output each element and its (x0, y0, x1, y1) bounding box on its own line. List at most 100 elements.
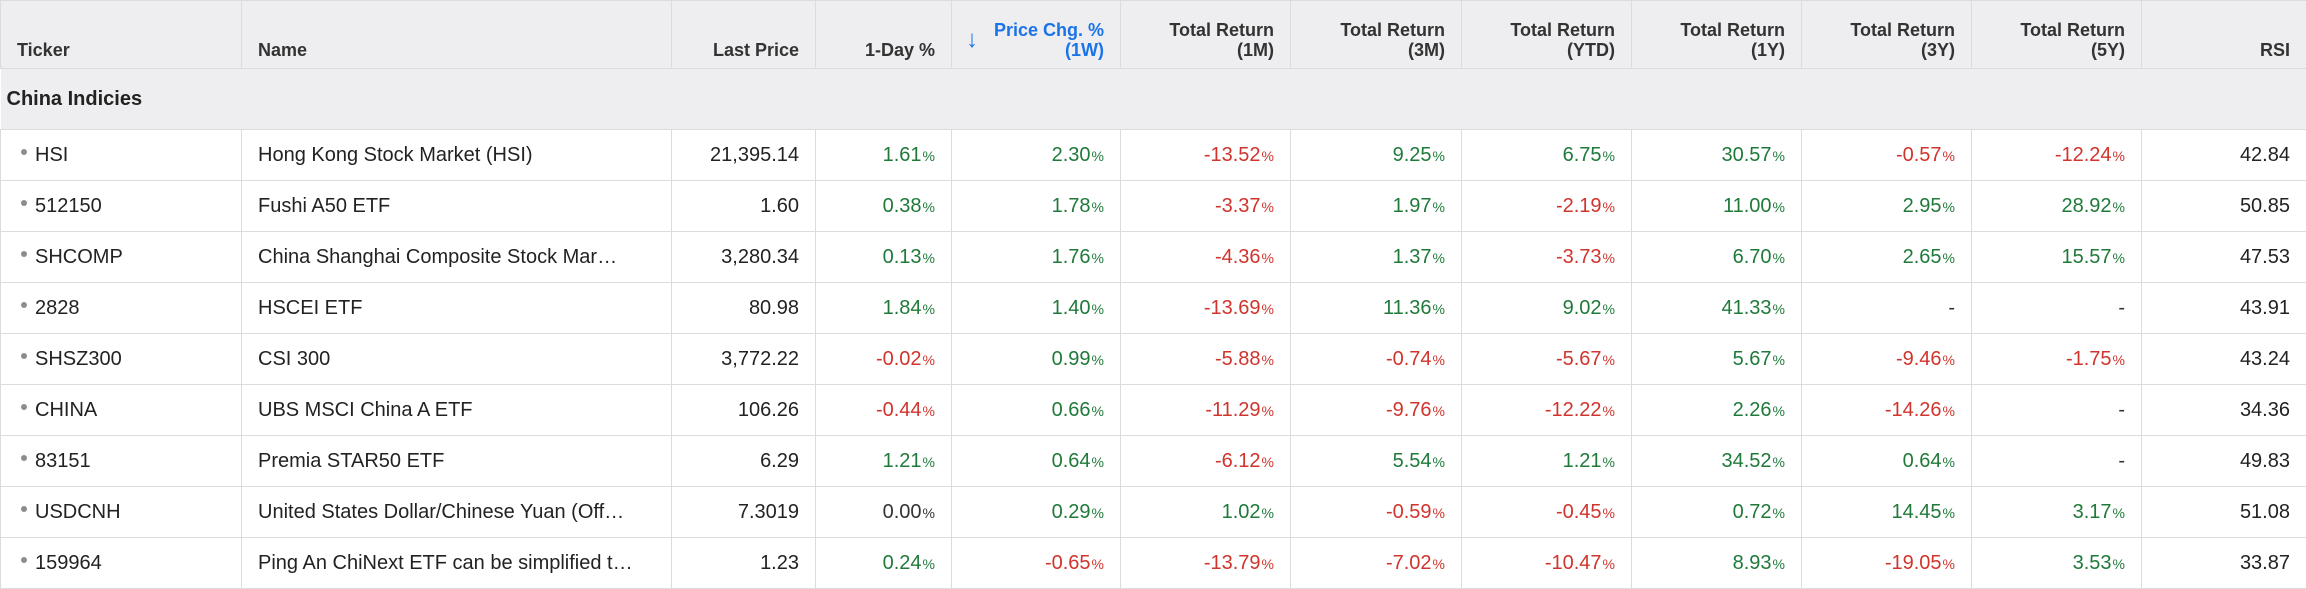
column-header-label: (3M) (1307, 40, 1445, 60)
cell-name[interactable]: Premia STAR50 ETF (242, 436, 672, 487)
cell-rsi: 51.08 (2142, 487, 2306, 538)
ticker-symbol[interactable]: SHSZ300 (35, 348, 122, 370)
table-row[interactable]: SHCOMP China Shanghai Composite Stock Mar… (1, 232, 2306, 283)
instrument-name[interactable]: United States Dollar/Chinese Yuan (Off… (258, 501, 624, 524)
cell-name[interactable]: HSCEI ETF (242, 283, 672, 334)
cell-last: 3,280.34 (672, 232, 816, 283)
percent-sign: % (1433, 199, 1445, 215)
value-text: -0.65 (1045, 552, 1091, 574)
value-text: 7.3019 (738, 501, 799, 523)
cell-last: 7.3019 (672, 487, 816, 538)
value-text: 30.57 (1721, 144, 1771, 166)
cell-ticker[interactable]: HSI (1, 130, 242, 181)
arrow-down-icon[interactable]: ↓ (966, 28, 978, 52)
percent-sign: % (1092, 403, 1104, 419)
ticker-symbol[interactable]: 159964 (35, 552, 102, 574)
column-header-m3[interactable]: Total Return(3M) (1291, 1, 1462, 69)
percent-sign: % (923, 556, 935, 572)
cell-name[interactable]: Fushi A50 ETF (242, 181, 672, 232)
group-row: China Indicies (1, 69, 2306, 130)
value-text: -3.37 (1215, 195, 1261, 217)
value-text: 0.24 (883, 552, 922, 574)
cell-name[interactable]: CSI 300 (242, 334, 672, 385)
percent-sign: % (1262, 556, 1274, 572)
ticker-symbol[interactable]: 83151 (35, 450, 91, 472)
cell-ticker[interactable]: CHINA (1, 385, 242, 436)
value-text: 11.00 (1723, 195, 1772, 217)
cell-ticker[interactable]: 159964 (1, 538, 242, 589)
ticker-symbol[interactable]: CHINA (35, 399, 97, 421)
column-header-last[interactable]: Last Price (672, 1, 816, 69)
cell-name[interactable]: Ping An ChiNext ETF can be simplified t… (242, 538, 672, 589)
cell-ticker[interactable]: SHSZ300 (1, 334, 242, 385)
cell-ticker[interactable]: 83151 (1, 436, 242, 487)
column-header-d1[interactable]: 1-Day % (816, 1, 952, 69)
ticker-symbol[interactable]: USDCNH (35, 501, 121, 523)
instrument-name[interactable]: Hong Kong Stock Market (HSI) (258, 144, 533, 167)
cell-w1: 0.99% (952, 334, 1121, 385)
cell-name[interactable]: UBS MSCI China A ETF (242, 385, 672, 436)
column-header-rsi[interactable]: RSI (2142, 1, 2306, 69)
percent-sign: % (1773, 301, 1785, 317)
percent-sign: % (1943, 556, 1955, 572)
ticker-symbol[interactable]: 2828 (35, 297, 80, 319)
column-header-label: Total Return (1307, 20, 1445, 40)
value-text: -0.44 (876, 399, 922, 421)
cell-ticker[interactable]: 512150 (1, 181, 242, 232)
ticker-symbol[interactable]: 512150 (35, 195, 102, 217)
percent-sign: % (1773, 454, 1785, 470)
cell-m1: -6.12% (1121, 436, 1291, 487)
instrument-name[interactable]: Ping An ChiNext ETF can be simplified t… (258, 552, 633, 575)
cell-name[interactable]: Hong Kong Stock Market (HSI) (242, 130, 672, 181)
column-header-ytd[interactable]: Total Return(YTD) (1462, 1, 1632, 69)
column-header-w1[interactable]: ↓Price Chg. %(1W) (952, 1, 1121, 69)
value-text: 43.91 (2240, 297, 2290, 319)
cell-rsi: 47.53 (2142, 232, 2306, 283)
table-row[interactable]: 159964 Ping An ChiNext ETF can be simplif… (1, 538, 2306, 589)
percent-sign: % (1603, 250, 1615, 266)
cell-ticker[interactable]: SHCOMP (1, 232, 242, 283)
cell-ytd: -3.73% (1462, 232, 1632, 283)
percent-sign: % (1603, 403, 1615, 419)
cell-name[interactable]: United States Dollar/Chinese Yuan (Off… (242, 487, 672, 538)
column-header-y1[interactable]: Total Return(1Y) (1632, 1, 1802, 69)
percent-sign: % (1092, 454, 1104, 470)
instrument-name[interactable]: Premia STAR50 ETF (258, 450, 444, 473)
instrument-name[interactable]: Fushi A50 ETF (258, 195, 390, 218)
table-body: China Indicies HSI Hong Kong Stock Market… (1, 69, 2306, 589)
column-header-m1[interactable]: Total Return(1M) (1121, 1, 1291, 69)
value-text: -0.57 (1896, 144, 1942, 166)
ticker-symbol[interactable]: HSI (35, 144, 68, 166)
ticker-symbol[interactable]: SHCOMP (35, 246, 123, 268)
instrument-name[interactable]: CSI 300 (258, 348, 330, 371)
cell-ticker[interactable]: USDCNH (1, 487, 242, 538)
instrument-name[interactable]: HSCEI ETF (258, 297, 362, 320)
cell-m1: -3.37% (1121, 181, 1291, 232)
value-text: -12.24 (2055, 144, 2112, 166)
value-text: - (2118, 450, 2125, 472)
value-text: 5.67 (1733, 348, 1772, 370)
column-header-ticker[interactable]: Ticker (1, 1, 242, 69)
cell-y5: - (1972, 385, 2142, 436)
column-header-label: Total Return (1988, 20, 2125, 40)
cell-name[interactable]: China Shanghai Composite Stock Mar… (242, 232, 672, 283)
column-header-y5[interactable]: Total Return(5Y) (1972, 1, 2142, 69)
percent-sign: % (1943, 403, 1955, 419)
value-text: -13.69 (1204, 297, 1261, 319)
instrument-name[interactable]: UBS MSCI China A ETF (258, 399, 473, 422)
percent-sign: % (1943, 505, 1955, 521)
instrument-name[interactable]: China Shanghai Composite Stock Mar… (258, 246, 617, 269)
table-row[interactable]: USDCNH United States Dollar/Chinese Yuan … (1, 487, 2306, 538)
cell-ticker[interactable]: 2828 (1, 283, 242, 334)
column-header-name[interactable]: Name (242, 1, 672, 69)
cell-d1: -0.44% (816, 385, 952, 436)
column-header-y3[interactable]: Total Return(3Y) (1802, 1, 1972, 69)
value-text: -7.02 (1386, 552, 1432, 574)
